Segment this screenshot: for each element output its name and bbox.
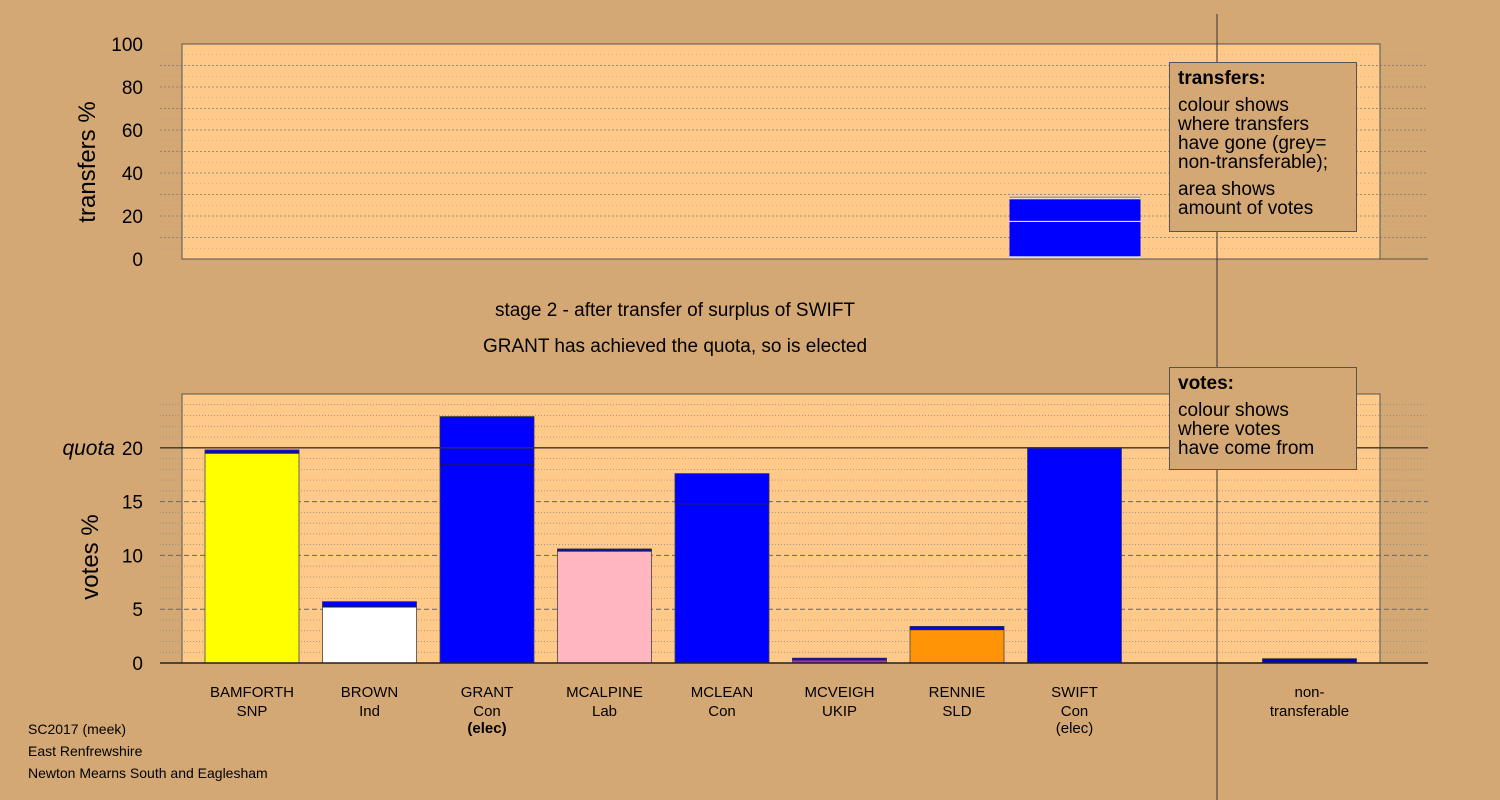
legend-transfers-title: transfers: bbox=[1178, 68, 1266, 89]
vote-bar-transfer bbox=[322, 601, 417, 608]
vote-bar-first bbox=[204, 452, 300, 664]
category-name-label: RENNIE bbox=[929, 684, 986, 701]
category-party-label: UKIP bbox=[822, 703, 857, 720]
category-name-label: MCALPINE bbox=[566, 684, 643, 701]
votes-tick-label: 20 bbox=[122, 439, 143, 460]
votes-tick-label: 5 bbox=[132, 600, 143, 621]
category-party-label: transferable bbox=[1270, 703, 1349, 720]
quota-label: quota bbox=[62, 437, 115, 460]
votes-tick-label: 0 bbox=[132, 654, 143, 675]
category-name-label: non- bbox=[1294, 684, 1324, 701]
legend-transfers: transfers: colour shows where transfers … bbox=[1169, 62, 1357, 232]
footer-ward: Newton Mearns South and Eaglesham bbox=[28, 765, 268, 781]
category-party-label: Con bbox=[473, 703, 501, 720]
votes-tick-label: 15 bbox=[122, 493, 143, 514]
category-name-label: GRANT bbox=[461, 684, 514, 701]
legend-votes-line: colour shows bbox=[1178, 400, 1289, 421]
category-name-label: MCLEAN bbox=[691, 684, 754, 701]
transfers-tick-label: 20 bbox=[122, 207, 143, 228]
vote-bar-first bbox=[322, 606, 417, 664]
stage-heading: stage 2 - after transfer of surplus of S… bbox=[494, 300, 856, 321]
legend-transfers-line: amount of votes bbox=[1178, 198, 1314, 219]
footer-method: SC2017 (meek) bbox=[28, 721, 127, 737]
transfers-tick-label: 0 bbox=[132, 250, 143, 271]
category-party-label: SLD bbox=[942, 703, 971, 720]
vote-bar-transfer bbox=[674, 473, 770, 505]
transfers-axis-label: transfers % bbox=[74, 101, 101, 222]
category-party-label: Con bbox=[708, 703, 736, 720]
elected-heading: GRANT has achieved the quota, so is elec… bbox=[482, 336, 868, 357]
category-party-label: SNP bbox=[237, 703, 268, 720]
category-name-label: BAMFORTH bbox=[210, 684, 294, 701]
votes-axis-label: votes % bbox=[77, 514, 104, 599]
category-note-label: (elec) bbox=[467, 720, 506, 737]
category-party-label: Con bbox=[1061, 703, 1089, 720]
category-name-label: MCVEIGH bbox=[804, 684, 874, 701]
legend-transfers-line: have gone (grey= bbox=[1178, 133, 1327, 154]
votes-tick-label: 10 bbox=[122, 546, 143, 567]
vote-bar-first bbox=[557, 550, 652, 664]
legend-transfers-line: area shows bbox=[1178, 179, 1276, 200]
category-name-label: SWIFT bbox=[1051, 684, 1098, 701]
transfer-bar-segment bbox=[1009, 196, 1141, 199]
legend-votes: votes: colour shows where votes have com… bbox=[1169, 367, 1357, 470]
category-name-label: BROWN bbox=[341, 684, 399, 701]
vote-bar-first bbox=[909, 629, 1005, 664]
legend-votes-line: have come from bbox=[1178, 438, 1315, 459]
legend-votes-line: where votes bbox=[1178, 419, 1281, 440]
vote-bar-first bbox=[439, 464, 535, 664]
category-party-label: Ind bbox=[359, 703, 380, 720]
transfer-bar-segment bbox=[1009, 221, 1141, 257]
transfers-tick-label: 80 bbox=[122, 78, 143, 99]
transfers-tick-label: 40 bbox=[122, 164, 143, 185]
legend-transfers-line: non-transferable); bbox=[1178, 152, 1328, 173]
vote-bar-transfer bbox=[439, 416, 535, 466]
category-party-label: Lab bbox=[592, 703, 617, 720]
transfers-tick-label: 100 bbox=[111, 35, 143, 56]
category-note-label: (elec) bbox=[1056, 720, 1094, 737]
legend-votes-title: votes: bbox=[1178, 373, 1234, 394]
vote-bar-first bbox=[674, 503, 770, 664]
transfers-tick-label: 60 bbox=[122, 121, 143, 142]
vote-bar-first bbox=[1027, 447, 1122, 664]
legend-transfers-line: colour shows bbox=[1178, 95, 1289, 116]
footer-council: East Renfrewshire bbox=[28, 743, 143, 759]
transfer-bar-segment bbox=[1009, 198, 1141, 222]
legend-transfers-line: where transfers bbox=[1178, 114, 1309, 135]
